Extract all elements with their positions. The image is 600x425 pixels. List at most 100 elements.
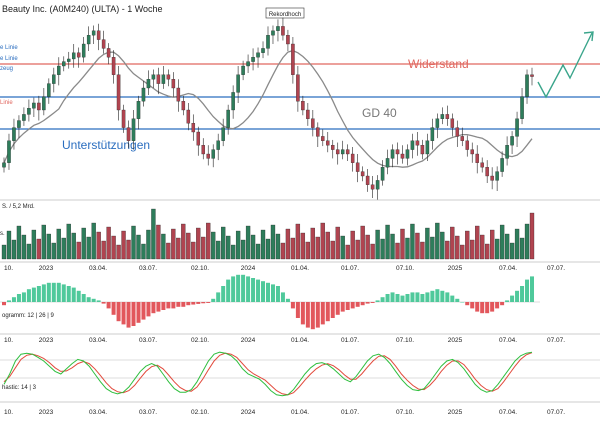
candle bbox=[510, 131, 514, 154]
rekordhoch-annotation: Rekordhoch bbox=[265, 7, 305, 19]
macd-bar bbox=[256, 279, 261, 302]
macd-bar bbox=[290, 302, 295, 309]
candle bbox=[485, 160, 489, 184]
candle bbox=[136, 95, 141, 130]
volume-bar bbox=[76, 241, 81, 260]
volume-bar bbox=[191, 241, 196, 260]
volume-bar bbox=[96, 231, 101, 260]
candle bbox=[375, 175, 380, 200]
macd-bar bbox=[495, 302, 500, 309]
candle bbox=[86, 26, 91, 52]
macd-bar bbox=[226, 279, 231, 302]
volume-bar bbox=[136, 234, 141, 260]
candle bbox=[515, 111, 519, 147]
volume-bar bbox=[270, 224, 276, 260]
candle bbox=[206, 145, 210, 166]
volume-bar bbox=[509, 242, 515, 260]
candle bbox=[121, 104, 126, 133]
rekordhoch-label: Rekordhoch bbox=[269, 12, 301, 18]
macd-bar bbox=[450, 295, 455, 302]
macd-bar bbox=[206, 302, 211, 303]
volume-bar bbox=[211, 231, 216, 260]
macd-bar bbox=[525, 279, 530, 302]
macd-bar bbox=[350, 302, 355, 309]
macd-bar bbox=[310, 302, 315, 330]
time-axis-tick: 2025 bbox=[448, 337, 463, 344]
candle bbox=[116, 66, 121, 121]
candle bbox=[166, 69, 171, 87]
volume-bar bbox=[61, 237, 66, 260]
macd-bar bbox=[375, 300, 380, 302]
candle bbox=[365, 168, 370, 192]
time-axis-macd: 10. 2023 03.04. 03.07. 02.10. 2024 01.04. 01.07… bbox=[4, 337, 565, 344]
volume-bar bbox=[101, 240, 106, 260]
volume-bar bbox=[216, 240, 221, 260]
volume-bar bbox=[280, 242, 286, 260]
time-axis-tick: 01.04. bbox=[291, 337, 309, 344]
candle bbox=[2, 157, 6, 173]
volume-bar bbox=[240, 239, 246, 260]
volume-bar bbox=[390, 233, 395, 260]
candle bbox=[22, 107, 26, 126]
time-axis-tick: 03.07. bbox=[139, 409, 157, 416]
macd-bar bbox=[345, 302, 350, 310]
macd-bar bbox=[410, 292, 415, 302]
macd-bar bbox=[6, 300, 11, 302]
volume-bar bbox=[176, 237, 181, 260]
candle bbox=[216, 133, 220, 161]
macd-bar bbox=[246, 276, 251, 302]
candle bbox=[340, 140, 345, 160]
forecast-arrow bbox=[537, 31, 594, 99]
widerstand-label: Widerstand bbox=[408, 57, 469, 71]
macd-bar bbox=[116, 302, 121, 322]
candle bbox=[405, 144, 410, 166]
candle bbox=[196, 126, 201, 156]
candle bbox=[460, 127, 465, 147]
left-line-label-1: e Linie bbox=[0, 45, 18, 51]
macd-bar bbox=[241, 274, 246, 302]
stochastic-d-line bbox=[3, 352, 533, 396]
volume-bar bbox=[156, 224, 161, 260]
macd-bar bbox=[485, 302, 490, 314]
time-axis-tick: 2023 bbox=[39, 265, 54, 272]
candle bbox=[370, 176, 375, 198]
time-axis-tick: 02.10. bbox=[191, 409, 209, 416]
candle bbox=[201, 138, 205, 160]
macd-bar bbox=[201, 302, 206, 304]
candle bbox=[32, 97, 36, 118]
candle bbox=[311, 110, 315, 137]
volume-bar bbox=[275, 233, 281, 260]
candle bbox=[425, 133, 430, 162]
candle bbox=[17, 115, 21, 139]
candle bbox=[57, 57, 61, 86]
gd40-label: GD 40 bbox=[362, 106, 397, 120]
volume-bar bbox=[460, 244, 465, 260]
candle bbox=[27, 99, 31, 122]
volume-bar bbox=[16, 225, 22, 260]
macd-label: ogramm: 12 | 26 | 9 bbox=[2, 313, 54, 319]
candle bbox=[470, 142, 474, 163]
candle bbox=[211, 144, 215, 168]
time-axis-tick: 10. bbox=[4, 265, 13, 272]
candle bbox=[296, 66, 300, 112]
macd-bar bbox=[91, 298, 96, 302]
time-axis-tick: 01.07. bbox=[341, 337, 359, 344]
volume-bars bbox=[1, 208, 535, 260]
volume-bar bbox=[480, 234, 485, 260]
candle bbox=[37, 95, 41, 121]
candle bbox=[316, 122, 320, 147]
macd-bar bbox=[395, 294, 400, 302]
macd-bar bbox=[320, 302, 325, 325]
macd-bar bbox=[420, 294, 425, 302]
volume-bar bbox=[181, 223, 186, 260]
macd-bar bbox=[261, 281, 266, 302]
candle bbox=[266, 26, 270, 56]
candle bbox=[525, 69, 529, 104]
volume-label: S. / 5,2 Mrd. bbox=[2, 204, 35, 210]
time-axis-main: 10. 2023 03.04. 03.07. 02.10. 2024 01.04. 01.07… bbox=[4, 265, 565, 272]
volume-bar bbox=[330, 240, 335, 260]
candle bbox=[440, 107, 445, 125]
volume-bar bbox=[465, 230, 470, 260]
macd-bar bbox=[156, 302, 161, 312]
